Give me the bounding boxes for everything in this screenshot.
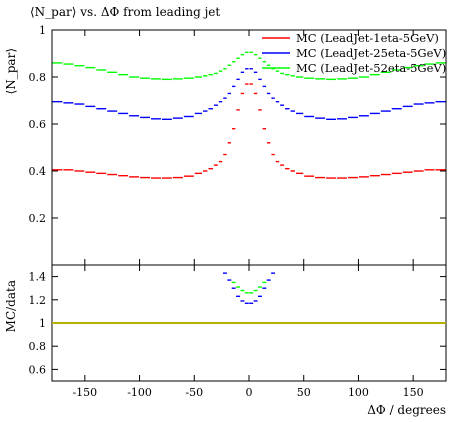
series-2 (52, 68, 446, 121)
main-x-axis-ticks (84, 30, 414, 265)
main-y-tick-label: 0.8 (29, 71, 47, 84)
main-y-tick-label: 0.6 (29, 118, 47, 131)
main-y-axis-label: ⟨N_par⟩ (4, 48, 18, 94)
x-tick-label: 50 (297, 386, 311, 399)
ratio-series (222, 272, 276, 304)
ratio-y-tick-label: 0.8 (29, 340, 47, 353)
x-tick-label: 100 (348, 386, 369, 399)
series-1 (52, 83, 446, 179)
ratio-series-2 (231, 281, 267, 294)
ratio-y-tick-label: 0.6 (29, 363, 47, 376)
ratio-y-tick-label: 1.2 (29, 294, 47, 307)
series-3 (52, 51, 446, 81)
legend-entry: MC (LeadJet-52eta-5GeV) (296, 61, 446, 75)
legend-entry: MC (LeadJet-25eta-5GeV) (296, 46, 446, 60)
ratio-y-axis: 0.6 0.8 1 1.2 1.4 (29, 271, 446, 376)
x-tick-label: -100 (127, 386, 152, 399)
x-tick-label: 0 (246, 386, 253, 399)
x-tick-label: -150 (72, 386, 97, 399)
ratio-y-tick-label: 1 (39, 317, 46, 330)
x-tick-label: -50 (185, 386, 203, 399)
ratio-panel: 0.6 0.8 1 1.2 1.4 -150 -100 -50 0 50 100 150 MC/da… (4, 264, 447, 417)
x-tick-label: 150 (403, 386, 424, 399)
legend-entry: MC (LeadJet-1eta-5GeV) (296, 31, 439, 45)
ratio-y-axis-label: MC/data (4, 280, 18, 332)
main-y-axis: 0.2 0.4 0.6 0.8 1 (29, 24, 446, 225)
legend: MC (LeadJet-1eta-5GeV)MC (LeadJet-25eta-… (262, 31, 446, 75)
main-panel: 0.2 0.4 0.6 0.8 1 ⟨N_par⟩ MC (LeadJet-1eta-5… (4, 24, 447, 266)
main-y-tick-label: 0.4 (29, 165, 47, 178)
chart-title: ⟨N_par⟩ vs. ΔΦ from leading jet (30, 5, 220, 19)
ratio-series-1 (222, 272, 276, 304)
x-axis-label: ΔΦ / degrees (367, 403, 446, 417)
ratio-y-tick-label: 1.4 (29, 271, 47, 284)
main-y-tick-label: 0.2 (29, 212, 47, 225)
main-series (52, 51, 446, 179)
main-y-tick-label: 1 (39, 24, 46, 37)
ratio-x-axis: -150 -100 -50 0 50 100 150 (72, 265, 424, 399)
